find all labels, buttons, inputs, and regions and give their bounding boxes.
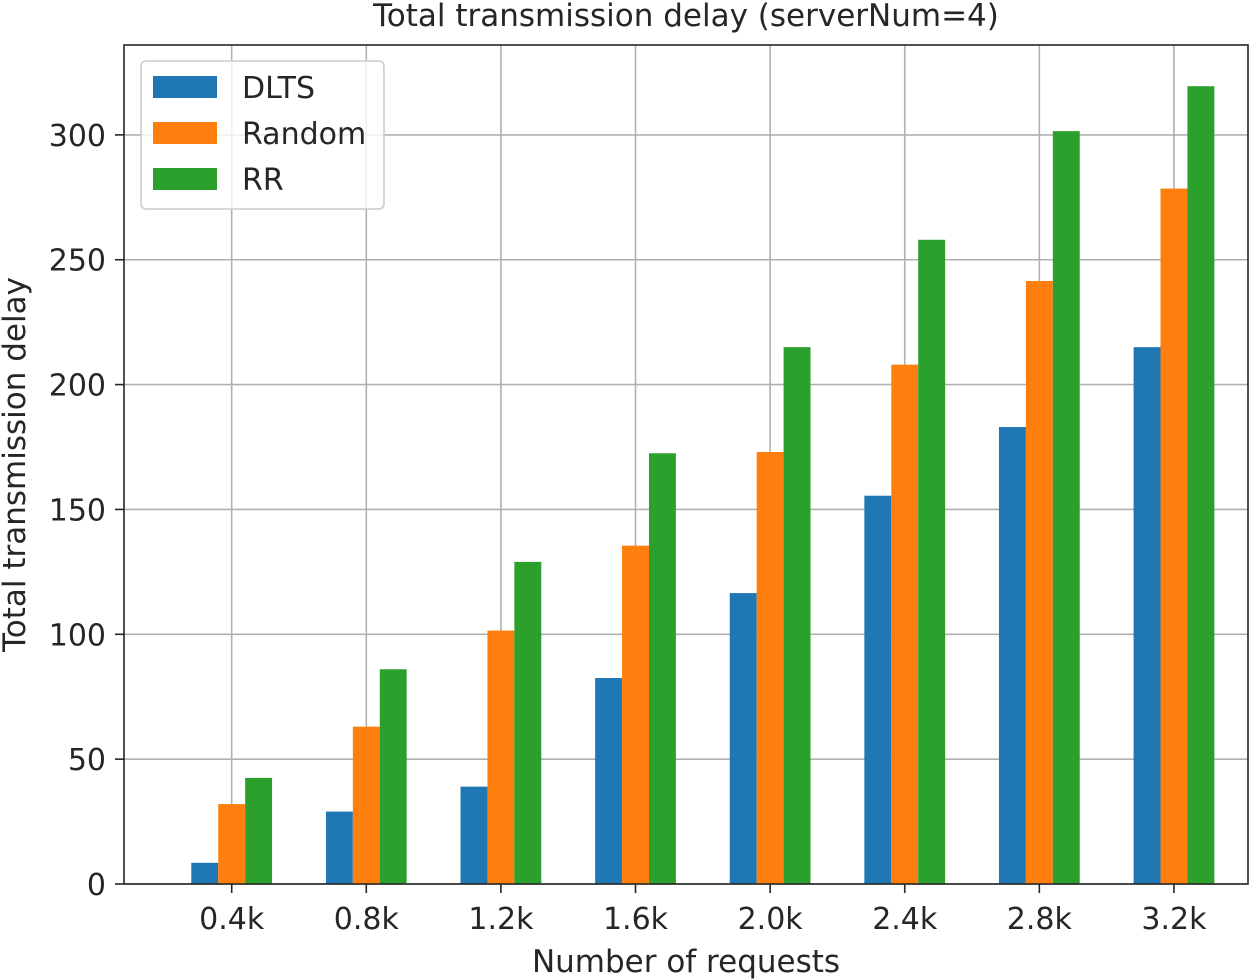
bar-rr-1.6k xyxy=(648,453,676,884)
bar-random-2.8k xyxy=(1025,280,1053,884)
bar-random-3.2k xyxy=(1160,188,1188,885)
x-tick-label: 2.4k xyxy=(872,902,938,937)
bar-rr-2.0k xyxy=(783,347,811,884)
bar-random-1.6k xyxy=(622,545,649,884)
bar-random-0.8k xyxy=(352,726,380,884)
bars xyxy=(191,86,1215,885)
x-tick-label: 2.0k xyxy=(738,902,804,937)
bar-rr-3.2k xyxy=(1187,86,1215,885)
bar-random-1.2k xyxy=(487,630,515,884)
legend: DLTS Random RR xyxy=(140,60,385,210)
bar-random-2.0k xyxy=(756,452,784,884)
bar-dlts-0.8k xyxy=(325,811,353,884)
x-tick-label: 1.2k xyxy=(468,902,534,937)
bar-dlts-2.8k xyxy=(998,427,1026,884)
bar-rr-2.8k xyxy=(1052,131,1080,884)
y-tick-label: 100 xyxy=(49,618,106,653)
plot-frame xyxy=(123,44,1249,885)
legend-label-dlts: DLTS xyxy=(242,71,315,106)
x-tick-label: 3.2k xyxy=(1141,902,1207,937)
axis-ticks: 0 50 100 150 200 250 300 0.4k 0.8k 1.2k 1.6k 2.0k 2.… xyxy=(49,119,1207,937)
legend-swatch-random xyxy=(153,122,217,144)
y-axis-label: Total transmission delay xyxy=(0,277,33,653)
x-axis-label: Number of requests xyxy=(532,944,840,979)
bar-dlts-3.2k xyxy=(1133,347,1161,884)
x-tick-label: 1.6k xyxy=(603,902,669,937)
y-tick-label: 0 xyxy=(87,868,106,903)
bar-rr-0.8k xyxy=(379,669,407,884)
bar-random-2.4k xyxy=(891,364,919,885)
y-tick-label: 200 xyxy=(49,369,106,404)
bar-rr-1.2k xyxy=(514,561,542,884)
chart-title: Total transmission delay (serverNum=4) xyxy=(372,0,999,34)
y-tick-label: 50 xyxy=(68,743,106,778)
x-tick-label: 2.8k xyxy=(1007,902,1073,937)
y-tick-label: 250 xyxy=(49,244,106,279)
bar-rr-2.4k xyxy=(918,239,946,885)
bar-dlts-1.6k xyxy=(595,677,623,884)
bar-rr-0.4k xyxy=(245,777,273,884)
legend-swatch-dlts xyxy=(153,76,217,98)
bar-random-0.4k xyxy=(218,804,246,884)
bar-dlts-1.2k xyxy=(460,786,488,884)
y-tick-label: 150 xyxy=(49,493,106,528)
legend-swatch-rr xyxy=(153,168,217,190)
legend-label-rr: RR xyxy=(242,163,284,198)
legend-label-random: Random xyxy=(242,117,366,152)
y-tick-label: 300 xyxy=(49,119,106,154)
bar-dlts-2.0k xyxy=(729,593,757,884)
bar-dlts-2.4k xyxy=(864,495,892,884)
x-tick-label: 0.4k xyxy=(199,902,265,937)
x-tick-label: 0.8k xyxy=(334,902,400,937)
bar-dlts-0.4k xyxy=(191,862,219,884)
